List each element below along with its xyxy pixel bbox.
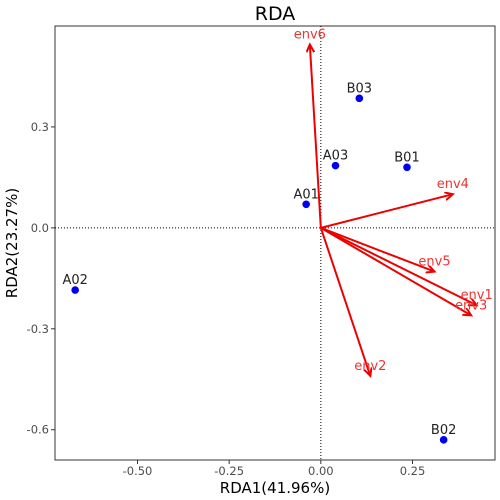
y-tick-label: -0.3 (27, 322, 49, 336)
chart-title: RDA (255, 3, 296, 25)
sample-point-A02 (71, 286, 79, 294)
y-tick-label: 0.0 (31, 221, 49, 235)
sample-label: B03 (347, 81, 372, 96)
sample-label: A03 (323, 149, 348, 164)
env-arrow-label: env4 (437, 177, 469, 192)
y-tick-label: -0.6 (27, 423, 49, 437)
env-arrow-label: env2 (354, 359, 386, 374)
env-arrow-env3 (320, 226, 471, 315)
env-arrow-label: env1 (461, 288, 493, 303)
env-arrow-env4 (320, 194, 453, 229)
y-axis: -0.6 -0.3 0.0 0.3 (27, 120, 55, 437)
y-tick-label: 0.3 (31, 120, 49, 134)
sample-label: A01 (293, 187, 318, 202)
sample-point-A01 (302, 200, 310, 209)
env-arrow-env1 (320, 226, 477, 305)
x-tick-label: 0.25 (400, 464, 426, 478)
env-arrow-label: env6 (294, 28, 326, 43)
sample-label: B02 (431, 423, 456, 438)
env-arrow-env6 (310, 45, 322, 228)
env-arrow-env5 (320, 226, 435, 272)
sample-label: A02 (62, 273, 87, 288)
env-arrows: env1 env2 env3 env4 env5 env6 (294, 28, 493, 376)
x-tick-label: -0.25 (214, 464, 244, 478)
sample-point-A03 (331, 161, 340, 170)
y-axis-label: RDA2(23.27%) (3, 188, 21, 298)
env-arrow-label: env3 (455, 298, 487, 313)
x-axis: -0.50 -0.25 0.00 0.25 (123, 460, 426, 478)
sample-point-B03 (355, 94, 364, 103)
reference-lines (55, 26, 495, 460)
x-axis-label: RDA1(41.96%) (220, 479, 330, 497)
x-tick-label: 0.00 (308, 464, 334, 478)
plot-panel (54, 25, 496, 461)
sample-points: A01 A02 A03 B01 B02 B03 (62, 81, 456, 444)
env-arrow-label: env5 (418, 255, 450, 270)
sample-point-B01 (403, 163, 411, 172)
x-tick-label: -0.50 (123, 464, 153, 478)
env-arrow-env2 (319, 227, 371, 376)
sample-point-B02 (439, 436, 448, 444)
sample-label: B01 (394, 150, 419, 165)
